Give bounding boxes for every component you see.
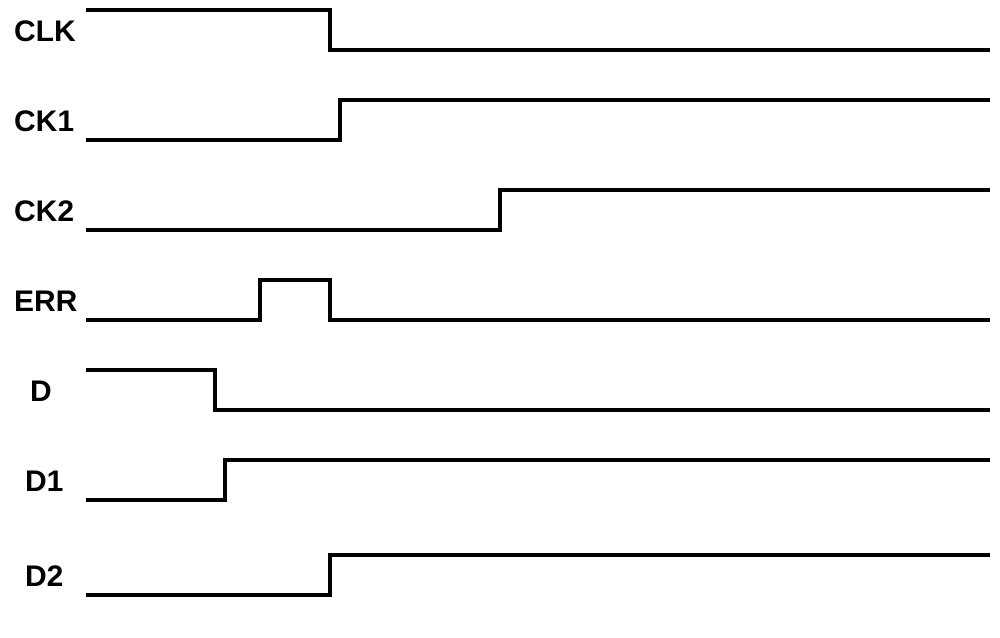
timing-diagram: CLKCK1CK2ERRDD1D2 xyxy=(0,0,1000,638)
signal-wave-d2 xyxy=(0,0,1000,638)
waveform xyxy=(86,555,990,595)
